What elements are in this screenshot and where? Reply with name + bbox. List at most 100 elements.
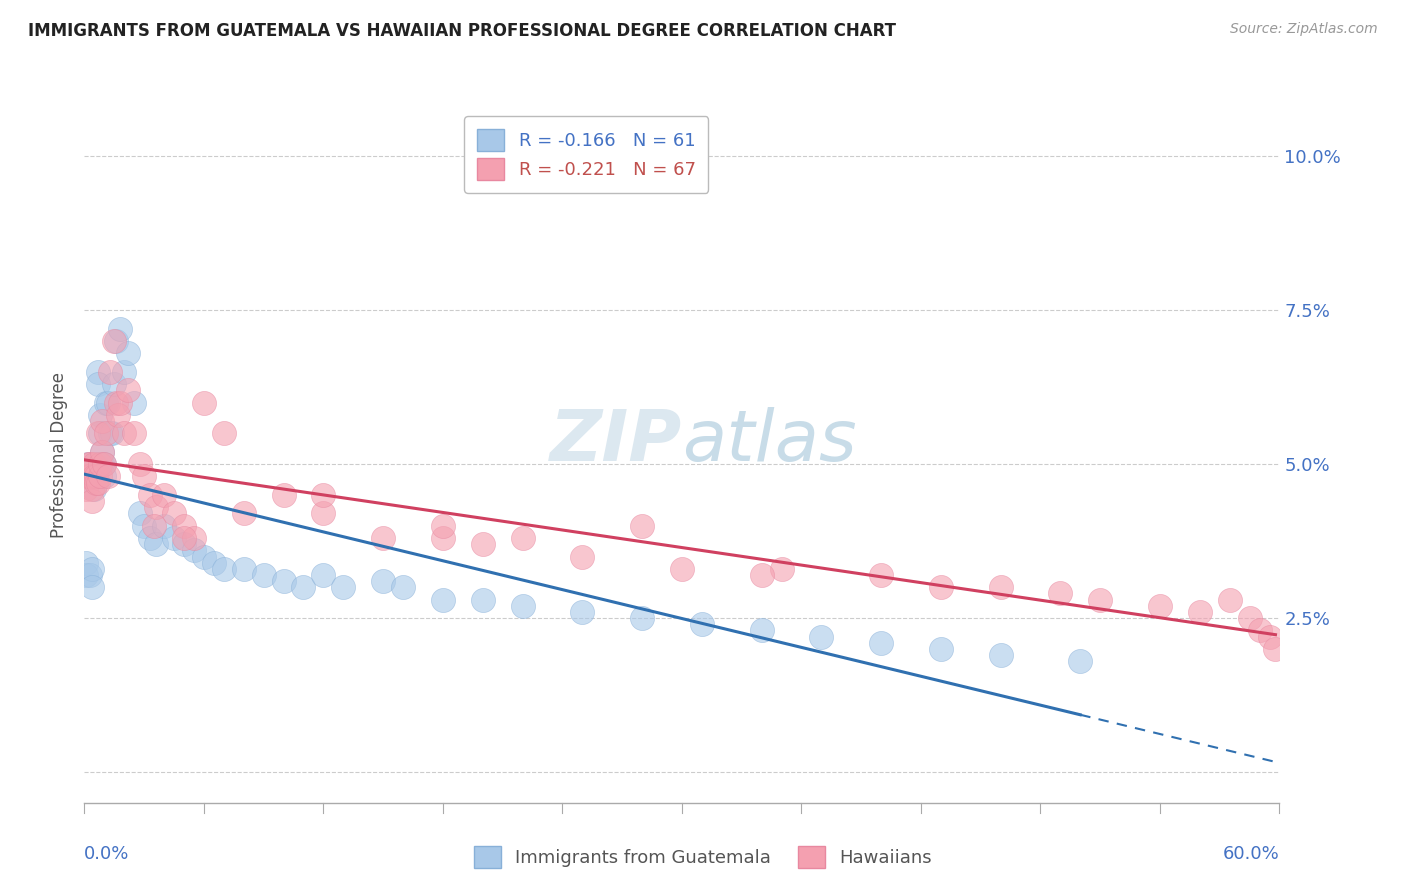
Point [990, 648, 1012, 662]
Point [79, 457, 101, 471]
Point [183, 531, 205, 545]
Point [105, 395, 128, 409]
Point [93, 457, 115, 471]
Point [173, 531, 195, 545]
Point [312, 568, 335, 582]
Point [1069, 654, 1091, 668]
Point [471, 592, 494, 607]
Point [471, 537, 494, 551]
Point [110, 321, 132, 335]
Point [107, 408, 129, 422]
Point [810, 630, 832, 644]
Point [571, 605, 593, 619]
Point [671, 562, 693, 576]
Point [77, 457, 100, 471]
Point [75, 482, 97, 496]
Legend: Immigrants from Guatemala, Hawaiians: Immigrants from Guatemala, Hawaiians [463, 835, 943, 879]
Point [82, 482, 104, 496]
Point [83, 469, 105, 483]
Point [273, 488, 295, 502]
Point [1188, 605, 1211, 619]
Point [139, 488, 162, 502]
Point [751, 624, 773, 638]
Point [143, 518, 166, 533]
Point [87, 475, 110, 490]
Point [332, 580, 354, 594]
Point [77, 469, 100, 483]
Point [83, 469, 105, 483]
Point [145, 500, 167, 515]
Point [132, 518, 156, 533]
Point [89, 408, 111, 422]
Point [202, 556, 225, 570]
Point [990, 580, 1012, 594]
Point [371, 574, 394, 589]
Point [82, 562, 104, 576]
Point [112, 426, 135, 441]
Legend: R = -0.166   N = 61, R = -0.221   N = 67: R = -0.166 N = 61, R = -0.221 N = 67 [464, 116, 709, 193]
Point [89, 426, 111, 441]
Point [1219, 592, 1241, 607]
Point [392, 580, 415, 594]
Point [1049, 586, 1071, 600]
Point [83, 457, 105, 471]
Point [132, 469, 156, 483]
Point [163, 507, 186, 521]
Point [91, 445, 114, 459]
Point [93, 457, 115, 471]
Point [571, 549, 593, 564]
Text: ZIP: ZIP [550, 407, 682, 475]
Text: atlas: atlas [682, 407, 856, 475]
Point [79, 469, 101, 483]
Point [870, 568, 893, 582]
Point [432, 531, 454, 545]
Point [1088, 592, 1111, 607]
Point [97, 469, 120, 483]
Point [1249, 624, 1271, 638]
Point [87, 365, 110, 379]
Point [117, 384, 139, 398]
Point [273, 574, 295, 589]
Point [193, 395, 215, 409]
Point [86, 475, 108, 490]
Point [129, 507, 152, 521]
Point [770, 562, 793, 576]
Text: 0.0%: 0.0% [84, 845, 129, 863]
Point [98, 426, 121, 441]
Point [91, 457, 114, 471]
Point [312, 507, 335, 521]
Point [129, 457, 152, 471]
Point [83, 482, 105, 496]
Point [232, 562, 254, 576]
Point [75, 469, 97, 483]
Point [91, 414, 114, 428]
Point [173, 518, 195, 533]
Point [312, 488, 335, 502]
Point [117, 346, 139, 360]
Point [87, 426, 110, 441]
Point [87, 377, 110, 392]
Point [432, 592, 454, 607]
Point [929, 580, 952, 594]
Point [690, 617, 713, 632]
Text: 60.0%: 60.0% [1223, 845, 1279, 863]
Point [110, 395, 132, 409]
Point [122, 426, 145, 441]
Point [193, 549, 215, 564]
Point [253, 568, 276, 582]
Point [212, 562, 235, 576]
Point [145, 537, 167, 551]
Point [173, 537, 195, 551]
Point [153, 488, 176, 502]
Point [86, 469, 108, 483]
Point [1239, 611, 1261, 625]
Point [75, 556, 97, 570]
Point [98, 365, 121, 379]
Point [79, 469, 101, 483]
Point [139, 531, 162, 545]
Point [153, 518, 176, 533]
Point [512, 531, 534, 545]
Point [86, 457, 108, 471]
Point [870, 636, 893, 650]
Point [183, 543, 205, 558]
